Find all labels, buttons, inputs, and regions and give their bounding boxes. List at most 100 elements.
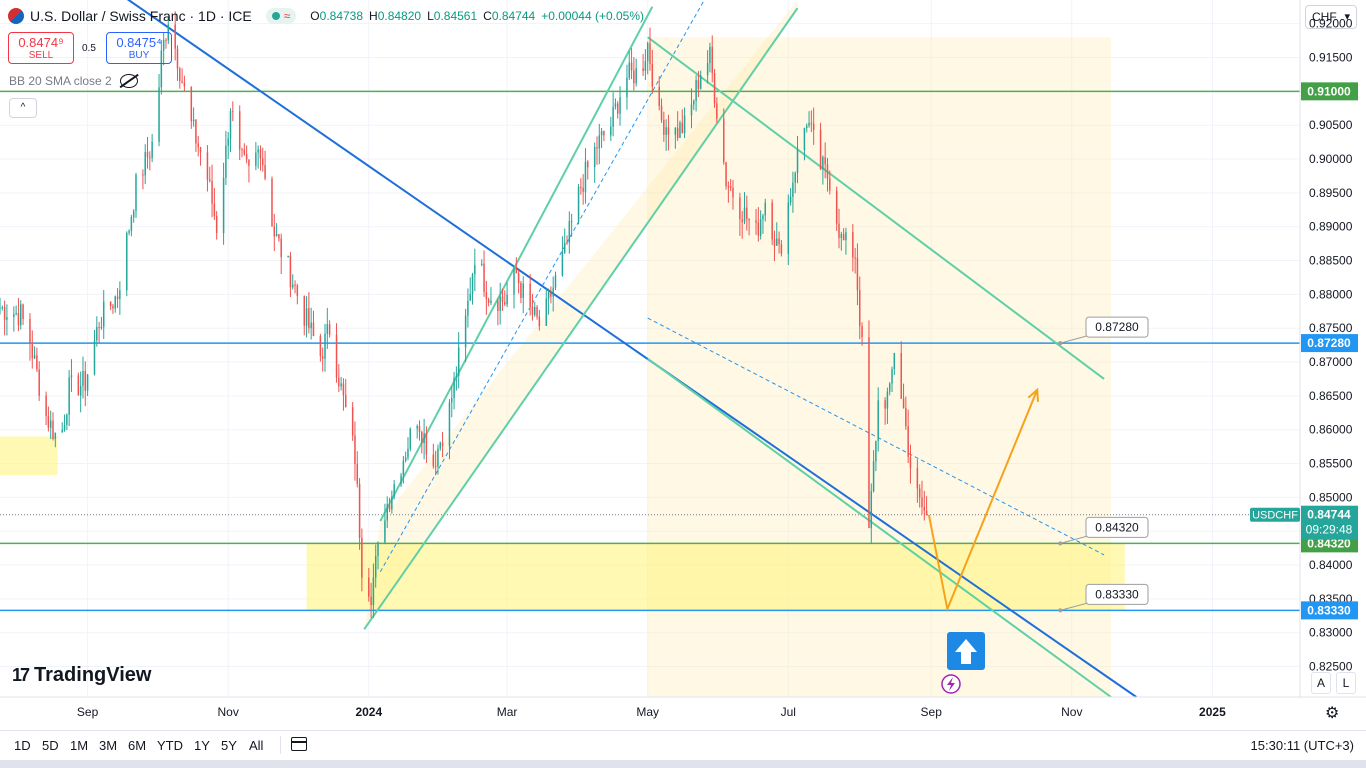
timeframe-1m[interactable]: 1M xyxy=(70,738,89,753)
price-axis[interactable]: 0.920000.915000.910000.905000.900000.895… xyxy=(1309,17,1353,674)
candle xyxy=(663,119,665,135)
candle xyxy=(13,313,15,318)
candle xyxy=(713,73,716,104)
timeframe-ytd[interactable]: YTD xyxy=(157,738,183,753)
candle xyxy=(819,129,822,169)
candle xyxy=(838,223,840,238)
candle xyxy=(98,326,100,328)
candle xyxy=(356,464,359,484)
candle xyxy=(716,103,718,119)
candle xyxy=(534,307,536,315)
candle xyxy=(727,186,730,188)
candle xyxy=(400,475,402,485)
candle xyxy=(275,234,278,237)
candle xyxy=(319,335,322,357)
price-tag-label: 0.91000 xyxy=(1307,84,1351,98)
eye-hidden-icon[interactable] xyxy=(119,74,138,88)
candle xyxy=(674,127,677,135)
candle xyxy=(787,202,790,254)
candle xyxy=(612,106,614,127)
auto-scale-button[interactable]: A xyxy=(1311,672,1331,694)
falling-channel-upper xyxy=(647,36,1105,380)
candle xyxy=(372,577,375,606)
timeframe-1y[interactable]: 1Y xyxy=(194,738,210,753)
candle xyxy=(856,257,859,291)
collapse-legend-button[interactable]: ^ xyxy=(9,98,37,118)
candle xyxy=(780,244,783,254)
settings-gear-icon[interactable]: ⚙ xyxy=(1325,705,1340,722)
candle xyxy=(568,221,571,243)
countdown-label: 09:29:48 xyxy=(1306,523,1353,537)
timeframe-all[interactable]: All xyxy=(249,738,264,753)
timeframe-5d[interactable]: 5D xyxy=(42,738,59,753)
candle xyxy=(812,123,815,130)
candle xyxy=(176,48,179,69)
candle xyxy=(423,433,425,444)
log-scale-button[interactable]: L xyxy=(1336,672,1356,694)
indicator-label: BB 20 SMA close 2 xyxy=(9,74,112,88)
price-tag-label: 0.83330 xyxy=(1307,603,1351,617)
candle xyxy=(545,298,548,326)
candle xyxy=(31,344,34,359)
candle xyxy=(308,308,310,329)
candle xyxy=(142,174,144,176)
candle xyxy=(135,174,137,212)
timeframe-5y[interactable]: 5Y xyxy=(221,738,237,753)
ohlc-open-value: 0.84738 xyxy=(319,9,364,23)
market-status-pill[interactable]: ≈ xyxy=(265,8,297,24)
clock[interactable]: 15:30:11 (UTC+3) xyxy=(1250,738,1354,753)
currency-select[interactable]: CHF xyxy=(1305,5,1357,29)
candle xyxy=(805,125,808,129)
candle xyxy=(550,292,552,297)
symbol-header[interactable]: U.S. Dollar / Swiss Franc · 1D · ICE ≈ O… xyxy=(8,6,644,26)
ohlc-values: O0.84738 H0.84820 L0.84561 C0.84744 +0.0… xyxy=(310,9,644,23)
candle xyxy=(520,282,522,298)
candle xyxy=(439,442,441,449)
candle xyxy=(370,596,372,606)
symbol-title[interactable]: U.S. Dollar / Swiss Franc · 1D · ICE xyxy=(30,8,252,24)
candle xyxy=(522,283,524,298)
candle xyxy=(245,154,248,160)
yellow-zone xyxy=(0,436,58,476)
candle xyxy=(808,122,810,126)
candle xyxy=(416,426,418,429)
sell-button[interactable]: 0.8474⁹ SELL xyxy=(8,32,74,64)
candle xyxy=(642,68,644,72)
price-tag xyxy=(1301,334,1358,353)
timeframe-1d[interactable]: 1D xyxy=(14,738,31,753)
ohlc-high-value: 0.84820 xyxy=(377,9,422,23)
candle xyxy=(660,105,663,120)
candle xyxy=(610,126,612,136)
candle xyxy=(487,299,490,303)
buy-button[interactable]: 0.8475⁴ BUY xyxy=(106,32,172,64)
candle xyxy=(563,242,566,253)
candle xyxy=(451,398,453,403)
candle xyxy=(213,203,216,217)
candle xyxy=(361,537,363,578)
timeframe-3m[interactable]: 3M xyxy=(99,738,118,753)
candle xyxy=(554,275,557,288)
candle xyxy=(464,315,467,348)
time-axis[interactable]: Sep Nov 2024 Mar May Jul Sep Nov 2025 xyxy=(77,705,1226,719)
ohlc-high-label: H xyxy=(369,9,378,23)
candle xyxy=(732,188,734,198)
candle xyxy=(197,143,199,148)
footer-strip xyxy=(0,760,1366,768)
time-tick-label: Nov xyxy=(1061,705,1082,719)
buy-label: BUY xyxy=(128,50,150,61)
indicator-legend[interactable]: BB 20 SMA close 2 xyxy=(9,74,138,88)
candle xyxy=(278,234,280,239)
logo-text: TradingView xyxy=(34,664,152,686)
calendar-icon[interactable] xyxy=(291,737,307,751)
candle xyxy=(421,432,423,444)
price-tag xyxy=(1301,601,1358,620)
candle xyxy=(845,232,847,241)
candle xyxy=(119,290,121,299)
candle xyxy=(651,63,654,87)
candle xyxy=(259,149,262,159)
falling-channel-mid xyxy=(647,317,1105,556)
price-tag xyxy=(1301,82,1358,101)
candle xyxy=(130,217,133,231)
timeframe-6m[interactable]: 6M xyxy=(128,738,147,753)
